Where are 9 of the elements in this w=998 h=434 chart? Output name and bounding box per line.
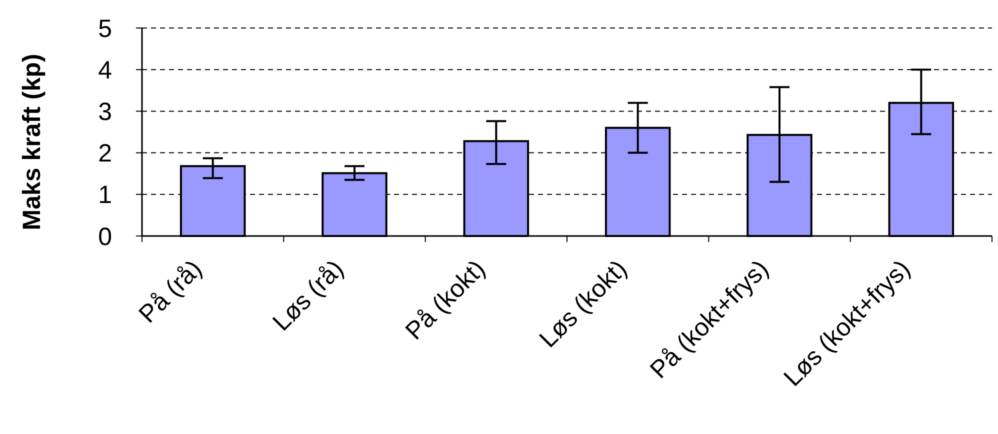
y-tick-label: 4: [98, 56, 112, 84]
y-tick-label: 0: [98, 222, 112, 251]
y-tick-label: 1: [98, 181, 112, 210]
y-tick-label: 2: [98, 140, 112, 168]
y-axis-title: Maks kraft (kp): [18, 54, 46, 230]
y-tick-label: 3: [98, 98, 112, 126]
x-tick-label: Løs (rå): [267, 254, 350, 336]
x-tick-label: På (rå): [134, 254, 208, 329]
y-tick-label: 5: [98, 14, 112, 43]
